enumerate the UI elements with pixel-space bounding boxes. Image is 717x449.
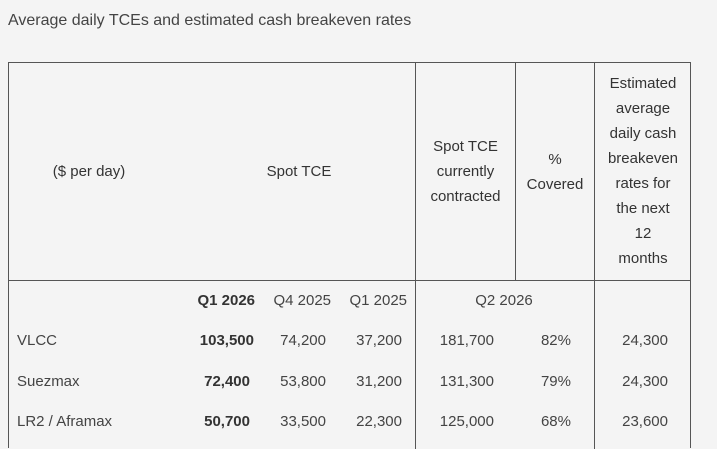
subheader-q2-2026: Q2 2026 [475,292,533,309]
page-title: Average daily TCEs and estimated cash br… [8,12,412,29]
row-covered: 79% [540,373,571,390]
row-q4-2025: 53,800 [280,373,326,390]
col-divider [415,63,416,449]
header-unit: ($ per day) [52,163,126,180]
row-name: LR2 / Aframax [17,413,113,430]
row-contracted: 125,000 [439,413,494,430]
col-divider [594,63,595,449]
tce-table: ($ per day) Spot TCE Spot TCE currently … [8,62,691,449]
row-q4-2025: 74,200 [280,332,326,349]
row-covered: 68% [540,413,571,430]
header-spot-tce: Spot TCE [266,163,332,180]
row-covered: 82% [540,332,571,349]
row-breakeven: 23,600 [622,413,668,430]
header-breakeven: Estimated average daily cash breakeven r… [607,75,679,267]
row-contracted: 131,300 [439,373,494,390]
row-q1-2026: 72,400 [204,373,250,390]
header-divider [9,280,690,281]
row-q1-2025: 31,200 [356,373,402,390]
row-q1-2026: 103,500 [199,332,254,349]
row-contracted: 181,700 [439,332,494,349]
subheader-q1-2025: Q1 2025 [349,292,407,309]
row-q4-2025: 33,500 [280,413,326,430]
row-breakeven: 24,300 [622,373,668,390]
col-divider [515,63,516,280]
header-pct-covered: % Covered [526,151,584,193]
header-spot-contracted: Spot TCE currently contracted [430,138,501,205]
row-name: Suezmax [17,373,80,390]
row-q1-2025: 37,200 [356,332,402,349]
row-q1-2025: 22,300 [356,413,402,430]
subheader-q4-2025: Q4 2025 [273,292,331,309]
row-breakeven: 24,300 [622,332,668,349]
row-name: VLCC [17,332,58,349]
row-q1-2026: 50,700 [204,413,250,430]
subheader-q1-2026: Q1 2026 [197,292,255,309]
